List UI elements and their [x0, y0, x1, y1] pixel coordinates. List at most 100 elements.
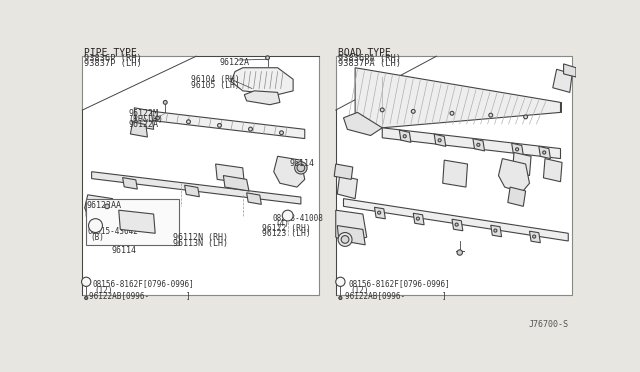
Polygon shape: [434, 134, 446, 147]
Polygon shape: [131, 122, 147, 137]
Text: 96105 (LH): 96105 (LH): [191, 81, 239, 90]
Polygon shape: [529, 231, 540, 243]
Text: 93836PA (RH): 93836PA (RH): [338, 54, 401, 63]
Text: 96122A: 96122A: [220, 58, 250, 67]
Polygon shape: [84, 195, 117, 223]
Text: 08915-43642: 08915-43642: [88, 227, 139, 236]
Text: B: B: [84, 279, 88, 285]
Polygon shape: [553, 69, 572, 92]
Circle shape: [87, 209, 101, 222]
Circle shape: [297, 164, 305, 172]
Text: BOAD TYPE: BOAD TYPE: [338, 48, 391, 58]
Text: 96122AB[0996-        ]: 96122AB[0996- ]: [345, 291, 447, 300]
Polygon shape: [452, 219, 463, 231]
Circle shape: [81, 277, 91, 286]
Text: 93836P (RH): 93836P (RH): [84, 54, 141, 63]
Text: 96122AB[0996-        ]: 96122AB[0996- ]: [90, 291, 191, 300]
Text: 96114: 96114: [111, 246, 136, 256]
Polygon shape: [216, 164, 244, 183]
Text: (4): (4): [275, 219, 289, 228]
Circle shape: [280, 131, 284, 135]
Polygon shape: [274, 156, 305, 187]
Polygon shape: [119, 210, 155, 233]
Polygon shape: [86, 202, 107, 220]
Text: 96123 (LH): 96123 (LH): [262, 230, 311, 238]
Polygon shape: [134, 108, 154, 129]
Polygon shape: [382, 128, 561, 158]
Circle shape: [339, 296, 342, 299]
Circle shape: [84, 296, 88, 299]
Text: (12): (12): [351, 286, 369, 295]
Text: S: S: [285, 213, 290, 219]
Polygon shape: [508, 187, 525, 206]
Circle shape: [90, 212, 98, 219]
Circle shape: [532, 235, 536, 238]
Circle shape: [477, 143, 480, 146]
Polygon shape: [344, 199, 568, 241]
Text: 08156-8162F[0796-0996]: 08156-8162F[0796-0996]: [348, 279, 450, 289]
Polygon shape: [564, 64, 576, 77]
Polygon shape: [413, 213, 424, 225]
Polygon shape: [246, 193, 261, 204]
Text: 96122AA: 96122AA: [86, 201, 121, 210]
Polygon shape: [92, 172, 301, 204]
Circle shape: [266, 56, 269, 60]
Text: 96113N (LH): 96113N (LH): [173, 239, 228, 248]
Text: 96122A: 96122A: [128, 120, 158, 129]
Circle shape: [494, 229, 497, 232]
Text: (B): (B): [91, 232, 105, 241]
Polygon shape: [539, 146, 550, 158]
Polygon shape: [244, 91, 280, 105]
Circle shape: [457, 250, 463, 255]
Polygon shape: [223, 176, 249, 191]
Polygon shape: [231, 68, 293, 95]
Circle shape: [412, 109, 415, 113]
Polygon shape: [142, 110, 305, 139]
Circle shape: [543, 151, 546, 154]
Text: 96112N (RH): 96112N (RH): [173, 233, 228, 242]
Polygon shape: [334, 164, 353, 179]
Text: B: B: [339, 279, 342, 285]
Text: 08156-8162F[0796-0996]: 08156-8162F[0796-0996]: [92, 279, 194, 289]
Circle shape: [163, 100, 167, 104]
Text: 93837P (LH): 93837P (LH): [84, 59, 141, 68]
Circle shape: [450, 111, 454, 115]
Text: 93837PA (LH): 93837PA (LH): [338, 59, 401, 68]
Text: W: W: [93, 222, 98, 231]
Circle shape: [516, 148, 518, 151]
Polygon shape: [473, 139, 484, 151]
Polygon shape: [337, 176, 358, 199]
Bar: [336, 56, 572, 295]
Text: 96122M: 96122M: [128, 109, 158, 118]
Text: 96122 (RH): 96122 (RH): [262, 224, 311, 233]
Text: PIPE TYPE: PIPE TYPE: [84, 48, 137, 58]
Circle shape: [524, 115, 527, 119]
Circle shape: [248, 127, 252, 131]
Circle shape: [417, 217, 419, 220]
Polygon shape: [443, 160, 467, 187]
Circle shape: [489, 113, 493, 117]
Polygon shape: [399, 130, 411, 142]
Text: J76700-S: J76700-S: [528, 320, 568, 329]
Circle shape: [156, 116, 159, 120]
Circle shape: [403, 135, 406, 138]
Polygon shape: [337, 225, 365, 245]
Circle shape: [88, 219, 102, 232]
Circle shape: [282, 210, 293, 221]
Polygon shape: [499, 158, 529, 192]
Circle shape: [218, 124, 221, 127]
Polygon shape: [184, 185, 199, 197]
Polygon shape: [344, 112, 382, 135]
Text: (RH&LH): (RH&LH): [128, 115, 163, 124]
Polygon shape: [513, 153, 531, 176]
Text: 96114: 96114: [289, 158, 314, 168]
Polygon shape: [491, 225, 502, 237]
Circle shape: [341, 235, 349, 243]
Circle shape: [380, 108, 384, 112]
Circle shape: [438, 139, 441, 142]
Text: (12): (12): [94, 286, 113, 295]
Polygon shape: [355, 68, 561, 128]
Polygon shape: [374, 207, 385, 219]
Circle shape: [455, 223, 458, 226]
Circle shape: [187, 120, 191, 124]
